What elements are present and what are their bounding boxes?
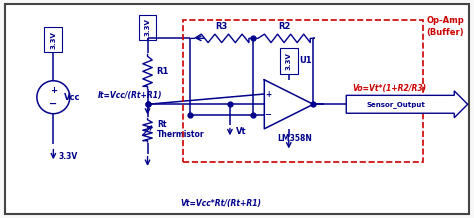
Text: LM358N: LM358N (277, 135, 312, 143)
Text: R1: R1 (156, 67, 168, 76)
Text: 3.3V: 3.3V (286, 52, 292, 70)
Text: U1: U1 (299, 56, 312, 65)
Text: −: − (264, 110, 272, 119)
Text: R2: R2 (278, 22, 290, 31)
Text: 3.3V: 3.3V (50, 31, 56, 49)
FancyBboxPatch shape (346, 91, 468, 118)
Text: Vcc: Vcc (64, 93, 80, 102)
FancyBboxPatch shape (5, 4, 469, 214)
FancyBboxPatch shape (280, 48, 298, 74)
Text: It=Vcc/(Rt+R1): It=Vcc/(Rt+R1) (98, 91, 163, 100)
Text: Vt=Vcc*Rt/(Rt+R1): Vt=Vcc*Rt/(Rt+R1) (180, 199, 261, 208)
FancyBboxPatch shape (138, 15, 156, 40)
FancyBboxPatch shape (45, 27, 62, 53)
Text: Vt: Vt (236, 127, 246, 136)
Text: 3.3V: 3.3V (58, 152, 77, 161)
Text: 3.3V: 3.3V (145, 19, 151, 36)
Text: Op-Amp: Op-Amp (426, 16, 464, 25)
Text: +: + (265, 90, 271, 99)
Text: Sensor_Output: Sensor_Output (367, 101, 426, 108)
Text: Vo=Vt*(1+R2/R3): Vo=Vt*(1+R2/R3) (352, 83, 427, 92)
Text: +: + (50, 86, 57, 95)
Text: R3: R3 (216, 22, 228, 31)
Text: (Buffer): (Buffer) (426, 28, 464, 37)
Text: Rt
Thermistor: Rt Thermistor (157, 119, 205, 139)
Text: −: − (49, 99, 57, 109)
